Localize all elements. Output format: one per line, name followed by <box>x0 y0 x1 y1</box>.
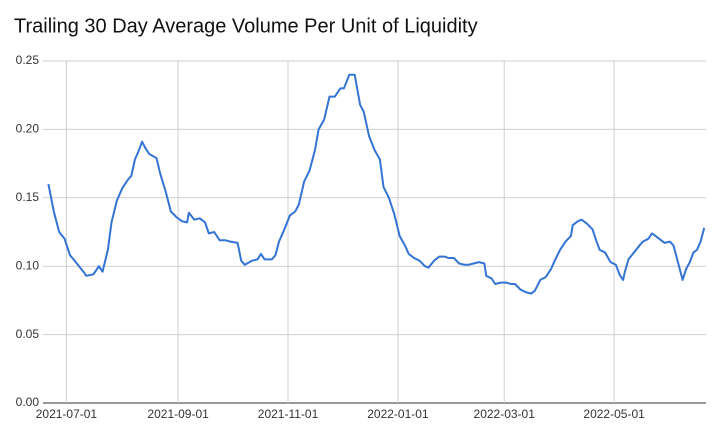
x-tick-label: 2021-11-01 <box>258 407 319 421</box>
x-tick-label: 2022-05-01 <box>583 407 645 421</box>
x-tick-label: 2021-09-01 <box>147 407 209 421</box>
x-tick-label: 2022-03-01 <box>474 407 536 421</box>
y-tick-label: 0.05 <box>16 327 40 341</box>
y-tick-label: 0.20 <box>16 122 40 136</box>
y-tick-label: 0.00 <box>16 395 40 409</box>
chart-title: Trailing 30 Day Average Volume Per Unit … <box>14 15 478 37</box>
data-line <box>47 73 706 295</box>
y-tick-label: 0.15 <box>16 190 40 204</box>
x-tick-label: 2021-07-01 <box>36 407 98 421</box>
x-tick-label: 2022-01-01 <box>367 407 429 421</box>
y-tick-label: 0.10 <box>16 258 40 272</box>
y-tick-label: 0.25 <box>16 53 40 67</box>
